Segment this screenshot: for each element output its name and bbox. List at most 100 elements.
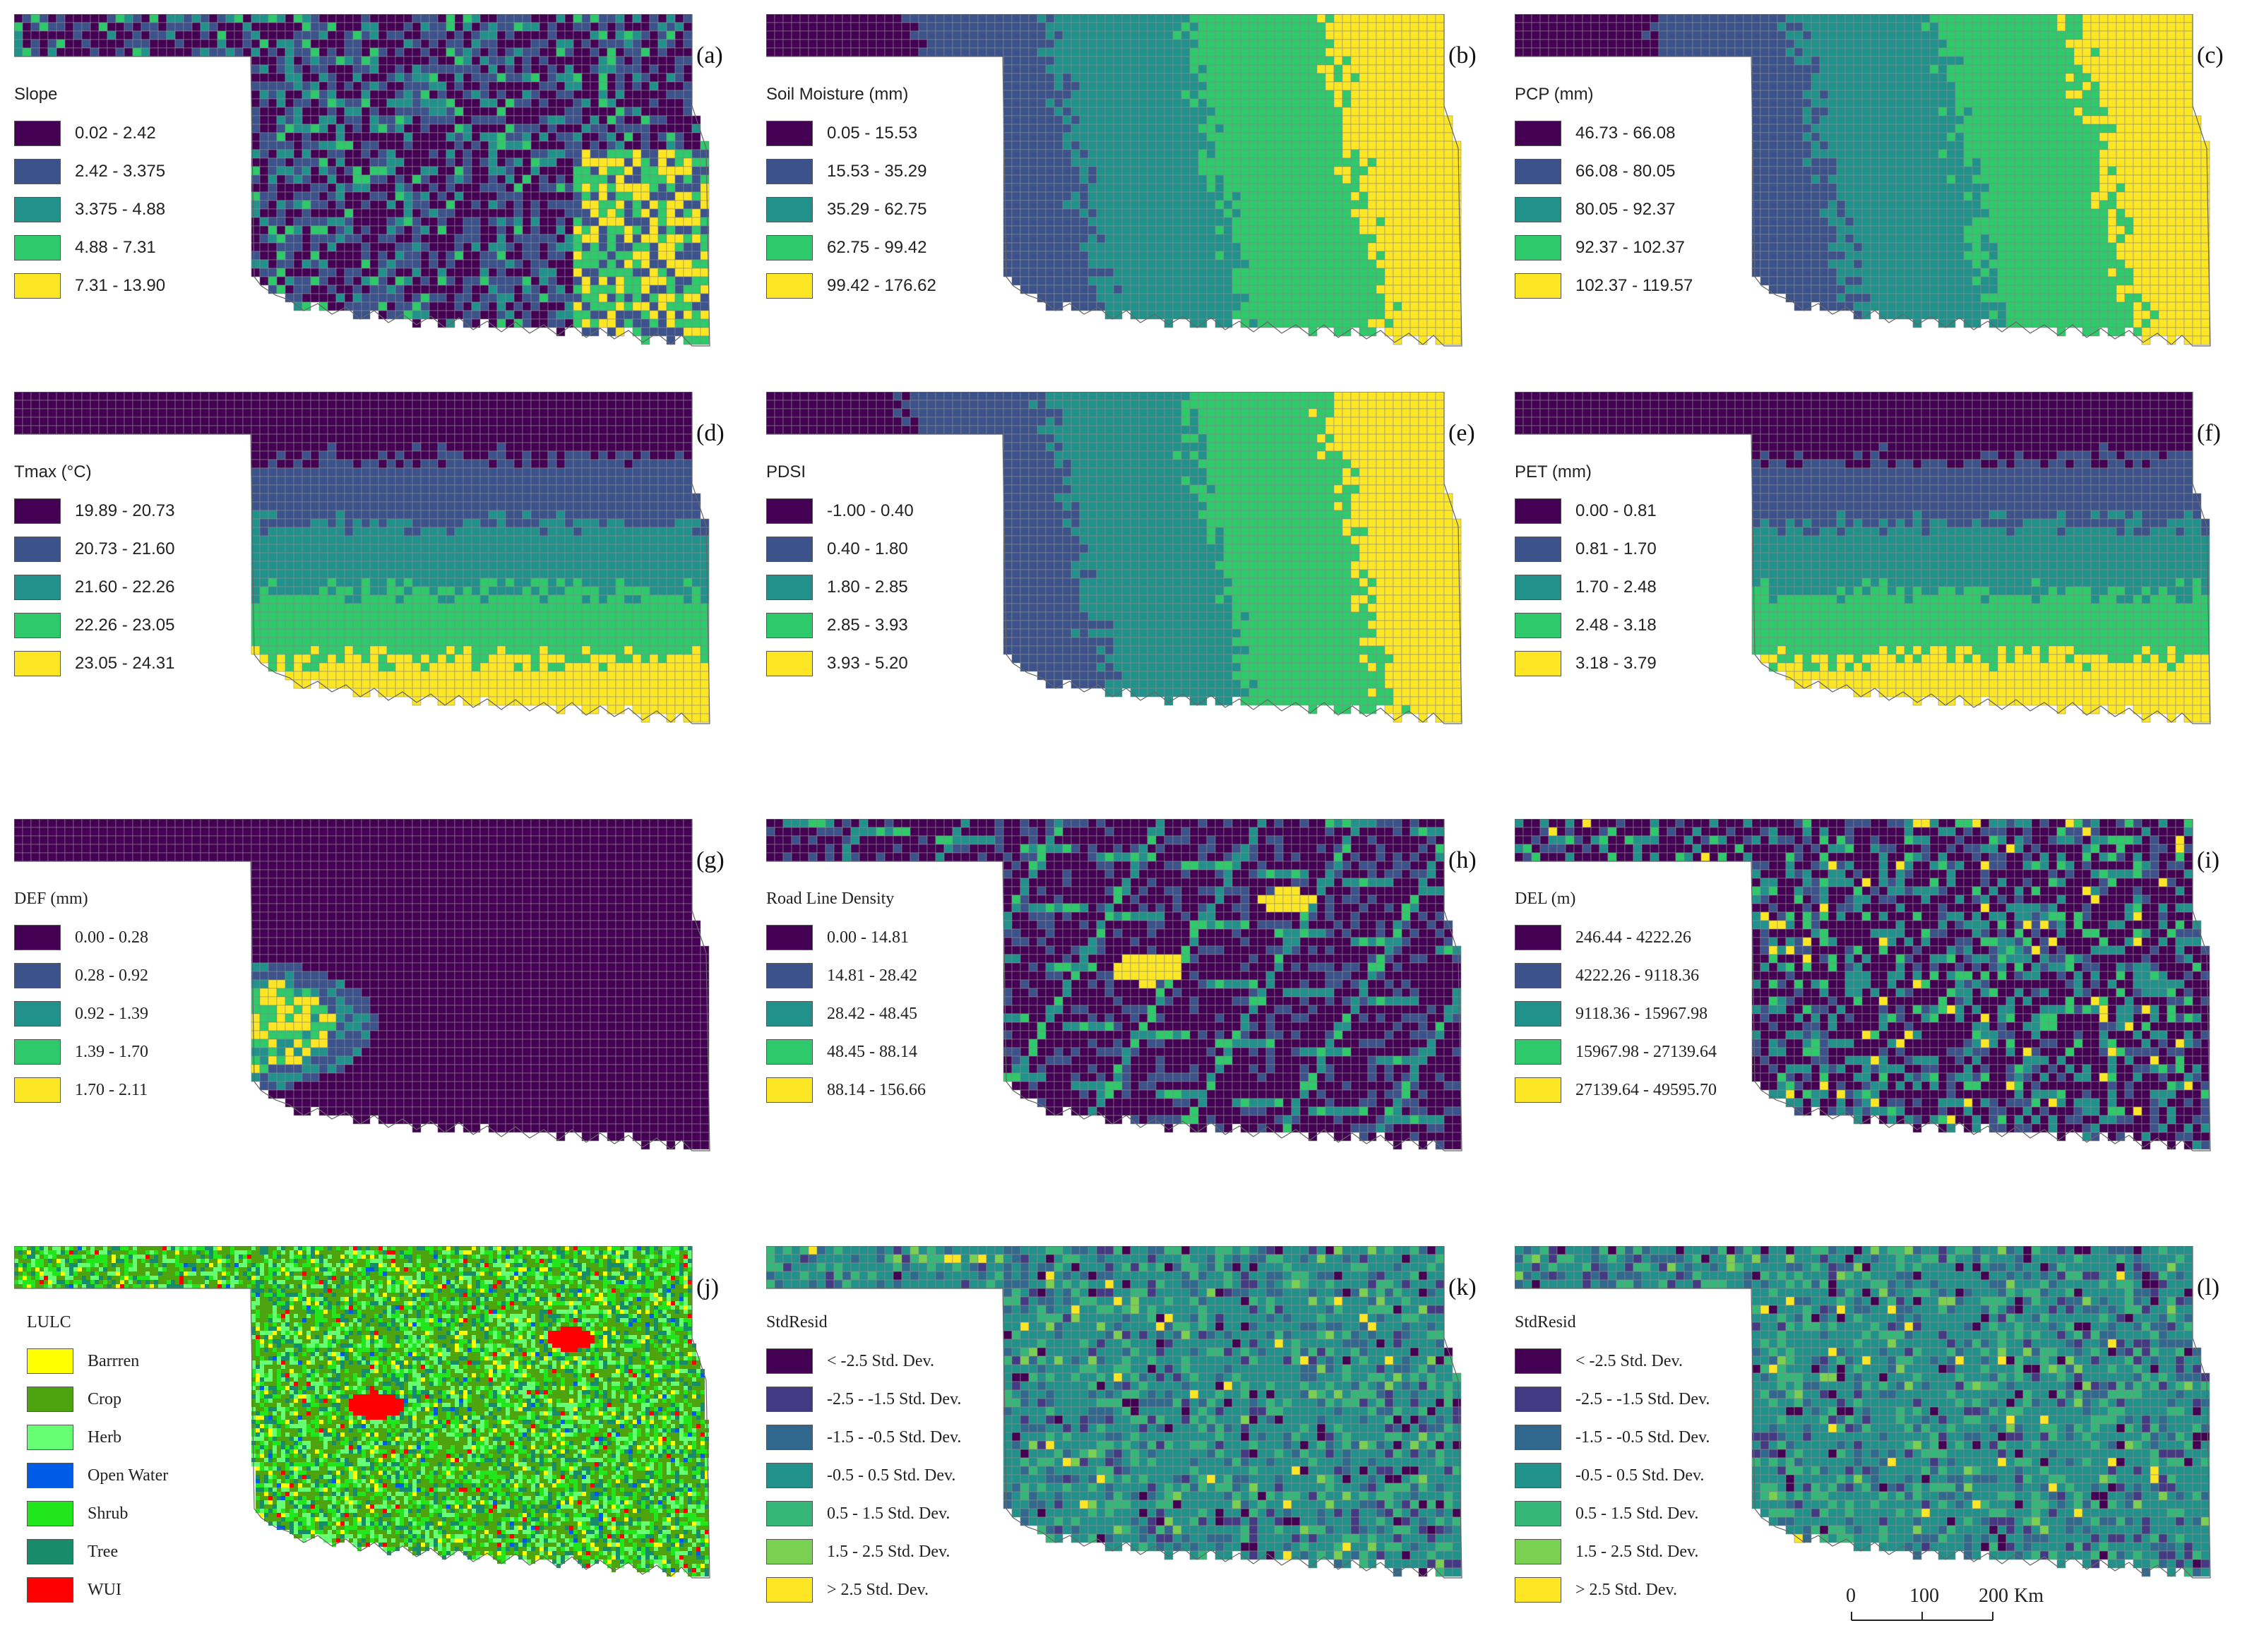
map-cell [1393, 208, 1402, 218]
map-cell [649, 140, 659, 150]
map-cell [2073, 107, 2083, 116]
map-cell [446, 276, 455, 286]
map-cell [429, 293, 439, 303]
map-cell [1308, 259, 1318, 269]
map-cell [1308, 98, 1318, 108]
map-cell [1104, 124, 1114, 133]
map-cell [1325, 276, 1335, 286]
map-cell [369, 14, 379, 23]
map-cell [691, 301, 701, 311]
map-cell [1811, 22, 1820, 32]
map-cell [1215, 73, 1224, 83]
map-cell [1232, 208, 1241, 218]
map-cell [1138, 259, 1148, 269]
map-cell [1172, 90, 1182, 100]
map-cell [327, 115, 337, 125]
map-cell [1181, 242, 1191, 252]
map-cell [293, 293, 303, 303]
map-cell [1215, 81, 1224, 91]
map-cell [1274, 183, 1284, 193]
map-cell [1155, 98, 1165, 108]
map-cell [1333, 318, 1343, 328]
map-cell [1367, 318, 1377, 328]
map-cell [522, 200, 532, 210]
map-cell [1921, 22, 1931, 32]
map-cell [429, 39, 439, 49]
map-cell [1819, 73, 1829, 83]
map-cell [285, 225, 294, 235]
map-cell [1887, 22, 1897, 32]
map-cell [1087, 166, 1097, 176]
map-cell [573, 301, 583, 311]
map-cell [386, 73, 396, 83]
map-cell [657, 107, 667, 116]
map-cell [1333, 166, 1343, 176]
map-cell [1282, 285, 1292, 294]
map-cell [446, 115, 455, 125]
map-cell [1452, 174, 1462, 184]
map-cell [539, 39, 549, 49]
map-cell [496, 73, 506, 83]
map-cell [1011, 56, 1021, 66]
map-cell [1079, 166, 1089, 176]
map-cell [977, 39, 987, 49]
map-cell [556, 191, 566, 201]
map-cell [1121, 90, 1131, 100]
map-cell [556, 64, 566, 74]
map-cell [259, 268, 269, 277]
map-cell [1316, 217, 1326, 227]
map-cell [1359, 310, 1369, 320]
map-cell [378, 14, 388, 23]
map-cell [285, 22, 294, 32]
map-cell [1675, 47, 1685, 57]
map-cell [2107, 64, 2117, 74]
map-cell [581, 73, 591, 83]
map-cell [2107, 98, 2117, 108]
map-cell [1393, 30, 1402, 40]
map-cell [251, 107, 261, 116]
map-cell [564, 14, 574, 23]
map-cell [1435, 234, 1445, 244]
map-cell [471, 73, 481, 83]
map-cell [1011, 268, 1021, 277]
map-cell [1037, 157, 1047, 167]
map-cell [1257, 208, 1267, 218]
map-cell [1616, 30, 1626, 40]
map-cell [454, 90, 464, 100]
map-cell [539, 47, 549, 57]
map-cell [1274, 22, 1284, 32]
map-cell [327, 132, 337, 142]
map-cell [1384, 30, 1394, 40]
map-cell [2166, 107, 2176, 116]
map-cell [556, 14, 566, 23]
map-cell [1274, 268, 1284, 277]
map-cell [624, 301, 633, 311]
map-cell [1232, 149, 1241, 159]
map-cell [649, 115, 659, 125]
map-cell [513, 217, 523, 227]
map-cell [335, 157, 345, 167]
map-cell [2124, 64, 2134, 74]
map-cell [1426, 251, 1436, 261]
map-cell [1265, 14, 1275, 23]
map-cell [1096, 166, 1106, 176]
map-cell [598, 268, 608, 277]
map-cell [1011, 208, 1021, 218]
map-cell [318, 149, 328, 159]
map-cell [624, 64, 633, 74]
map-cell [522, 140, 532, 150]
map-cell [2150, 47, 2159, 57]
map-cell [1155, 157, 1165, 167]
map-cell [463, 276, 472, 286]
map-cell [615, 200, 625, 210]
map-cell [1299, 242, 1309, 252]
map-cell [1062, 276, 1072, 286]
map-cell [420, 200, 430, 210]
map-cell [1582, 47, 1592, 57]
map-cell [479, 132, 489, 142]
map-cell [683, 14, 693, 23]
map-cell [1418, 318, 1428, 328]
map-cell [1401, 310, 1411, 320]
map-cell [1248, 47, 1258, 57]
map-cell [386, 234, 396, 244]
